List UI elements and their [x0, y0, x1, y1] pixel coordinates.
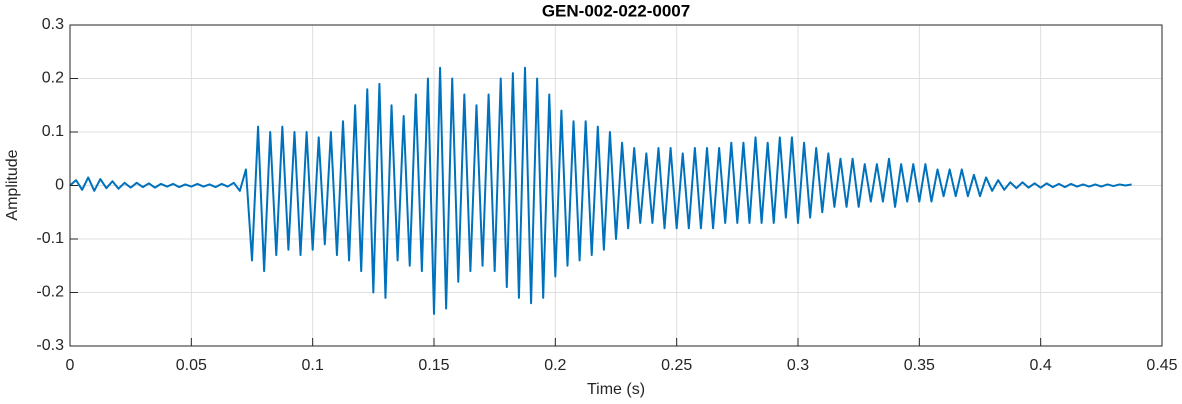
y-tick-label: -0.2 [36, 284, 64, 301]
y-tick-label: -0.3 [36, 337, 64, 354]
line-series [69, 66, 1132, 315]
y-axis-label: Amplitude [4, 149, 21, 220]
x-tick-label: 0.35 [904, 357, 935, 374]
y-tick-label: 0 [55, 177, 64, 194]
y-tick-label: 0.1 [42, 123, 64, 140]
axes-box [69, 24, 1163, 347]
x-tick-label: 0.15 [418, 357, 449, 374]
y-tick-label: 0.2 [42, 70, 64, 87]
chart-title: GEN-002-022-0007 [542, 1, 690, 20]
axes: 0 0.05 0.1 0.15 0.2 0.25 0.3 0.35 0.4 0.45 -0.3 -0.… [36, 16, 1177, 374]
x-tick-label: 0.2 [544, 357, 566, 374]
y-tick-label: 0.3 [42, 16, 64, 33]
x-tick-label: 0.25 [661, 357, 692, 374]
x-tick-label: 0.4 [1030, 357, 1052, 374]
x-axis-label: Time (s) [587, 381, 645, 398]
x-tick-label: 0.1 [302, 357, 324, 374]
x-tick-label: 0 [66, 357, 75, 374]
y-tick-label: -0.1 [36, 230, 64, 247]
x-tick-label: 0.45 [1146, 357, 1177, 374]
plot [69, 66, 1132, 315]
x-tick-label: 0.05 [176, 357, 207, 374]
x-tick-label: 0.3 [787, 357, 809, 374]
